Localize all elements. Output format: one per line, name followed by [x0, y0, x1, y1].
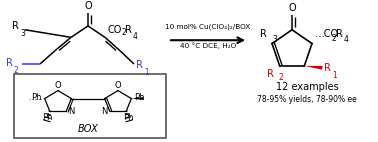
Text: Ph: Ph	[42, 113, 53, 122]
Text: R: R	[267, 69, 274, 79]
Text: 3: 3	[272, 35, 277, 44]
Text: 10 mol% Cu(ClO₄)₂/BOX: 10 mol% Cu(ClO₄)₂/BOX	[166, 23, 251, 30]
Text: O: O	[288, 3, 296, 13]
Text: 4: 4	[133, 32, 138, 41]
Text: R: R	[6, 58, 13, 68]
Text: R: R	[336, 29, 343, 39]
Text: CO: CO	[108, 25, 122, 35]
Text: 2: 2	[332, 34, 337, 43]
Text: 2: 2	[279, 73, 284, 82]
Text: N: N	[68, 107, 74, 116]
Text: 78-95% yields, 78-90% ee: 78-95% yields, 78-90% ee	[257, 95, 357, 104]
Text: Ph: Ph	[123, 113, 133, 122]
Polygon shape	[131, 97, 143, 100]
Polygon shape	[304, 66, 322, 70]
Text: R: R	[324, 63, 331, 73]
Text: N: N	[101, 107, 108, 116]
Text: O: O	[115, 81, 121, 90]
Text: 3: 3	[20, 29, 25, 38]
Text: 1: 1	[144, 68, 149, 77]
Text: R: R	[260, 29, 267, 39]
Text: BOX: BOX	[77, 124, 98, 134]
Text: O: O	[55, 81, 61, 90]
Text: 40 °C DCE, H₂O: 40 °C DCE, H₂O	[180, 42, 236, 49]
Text: Ph: Ph	[134, 93, 145, 102]
Text: 4: 4	[344, 35, 349, 44]
Text: R: R	[136, 60, 143, 70]
Text: …CO: …CO	[315, 29, 339, 39]
Text: 2: 2	[121, 28, 126, 37]
Text: ……: ……	[28, 93, 43, 102]
Text: 2: 2	[14, 66, 19, 75]
Text: Ph: Ph	[31, 93, 42, 102]
Text: R: R	[12, 21, 19, 31]
Text: R: R	[125, 25, 132, 35]
Text: 12 examples: 12 examples	[276, 82, 338, 92]
Bar	[14, 74, 166, 138]
Text: O: O	[84, 1, 92, 11]
Text: 1: 1	[332, 71, 337, 80]
